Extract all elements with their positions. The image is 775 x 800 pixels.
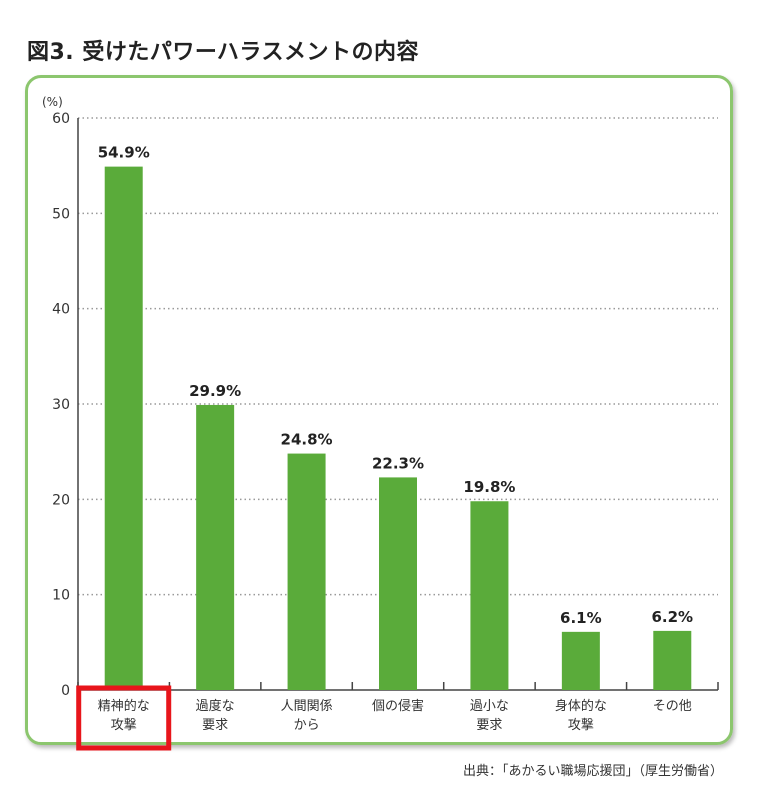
category-label: 過度な xyxy=(196,698,235,714)
y-tick-label: 40 xyxy=(52,302,70,318)
category-label: 攻撃 xyxy=(111,717,137,733)
y-axis-unit: (%) xyxy=(42,95,63,109)
y-tick-label: 50 xyxy=(52,206,70,222)
y-tick-label: 20 xyxy=(52,492,70,508)
y-tick-label: 30 xyxy=(52,397,70,413)
y-tick-label: 60 xyxy=(52,111,70,127)
highlight-box xyxy=(76,685,172,751)
category-label: 精神的な xyxy=(98,698,150,714)
data-label: 6.2% xyxy=(651,608,693,626)
category-label: 個の侵害 xyxy=(372,698,424,714)
data-label: 29.9% xyxy=(189,382,241,400)
data-label: 19.8% xyxy=(463,478,515,496)
bar xyxy=(196,404,235,690)
category-label: 人間関係 xyxy=(281,699,333,714)
y-tick-label: 0 xyxy=(61,683,70,699)
category-label: 要求 xyxy=(202,718,228,733)
data-label: 54.9% xyxy=(98,144,150,162)
category-label: 要求 xyxy=(476,718,502,733)
category-label: から xyxy=(294,718,320,733)
chart-panel xyxy=(25,75,733,745)
bar xyxy=(470,501,509,690)
y-tick-label: 10 xyxy=(52,588,70,604)
bar xyxy=(287,453,326,690)
bar xyxy=(104,166,143,690)
category-label: 攻撃 xyxy=(568,717,594,733)
category-label: 身体的な xyxy=(555,698,607,714)
bar xyxy=(561,631,600,690)
data-label: 22.3% xyxy=(372,454,424,472)
bar xyxy=(653,630,692,690)
category-label: 過小な xyxy=(470,699,509,714)
source-note: 出典：「あかるい職場応援団」（厚生労働省） xyxy=(462,764,723,779)
bar xyxy=(379,477,417,690)
chart-title: 図3. 受けたパワーハラスメントの内容 xyxy=(27,40,419,65)
data-label: 24.8% xyxy=(281,431,333,449)
category-label: その他 xyxy=(653,699,692,714)
data-label: 6.1% xyxy=(560,609,602,627)
